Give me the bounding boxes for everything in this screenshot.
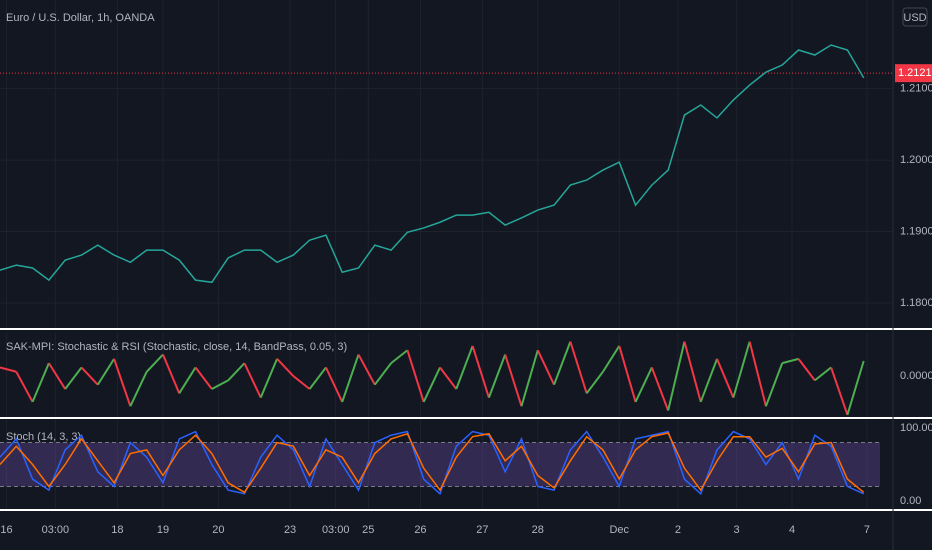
indicator-title: SAK-MPI: Stochastic & RSI (Stochastic, c…	[6, 341, 347, 353]
oscillator-segment	[374, 362, 392, 386]
series-line	[0, 44, 865, 284]
x-tick-label: 27	[476, 524, 488, 536]
y-tick-label: 100.00	[900, 422, 932, 434]
oscillator-segment	[308, 366, 327, 390]
band-fill	[0, 442, 880, 487]
oscillator-segment	[520, 349, 539, 407]
oscillator-segment	[471, 345, 490, 398]
oscillator-segment	[699, 358, 718, 403]
x-tick-label: 23	[284, 524, 296, 536]
y-tick-label: 1.18000	[900, 297, 932, 309]
oscillator-segment	[341, 354, 360, 403]
oscillator-segment	[455, 345, 474, 390]
oscillator-segment	[390, 349, 409, 364]
last-price-box	[895, 64, 932, 83]
y-tick-label: 1.21000	[900, 83, 932, 95]
oscillator-segment	[553, 341, 572, 386]
oscillator-segment	[406, 349, 425, 403]
y-tick-label: 1.20000	[900, 154, 932, 166]
y-tick-label: 0.00	[900, 495, 921, 507]
oscillator-segment	[650, 367, 670, 411]
oscillator-segment	[0, 366, 17, 373]
x-tick-label: 03:00	[322, 524, 350, 536]
oscillator-segment	[797, 358, 816, 381]
oscillator-segment	[667, 341, 686, 411]
oscillator-segment	[276, 358, 295, 377]
oscillator-segment	[325, 367, 344, 403]
oscillator-segment	[129, 371, 148, 407]
oscillator-segment	[211, 379, 229, 390]
oscillator-segment	[846, 360, 865, 416]
oscillator-segment	[227, 362, 246, 382]
symbol-title: Euro / U.S. Dollar, 1h, OANDA	[6, 12, 155, 24]
oscillator-segment	[814, 366, 832, 382]
currency-button[interactable]	[902, 7, 928, 27]
oscillator-segment	[243, 362, 262, 399]
oscillator-segment	[504, 354, 523, 407]
oscillator-segment	[439, 366, 458, 390]
oscillator-segment	[31, 362, 50, 403]
oscillator-segment	[357, 354, 376, 386]
last-price-label: 1.21216	[898, 67, 932, 79]
oscillator-segment	[64, 366, 83, 390]
x-tick-label: 7	[864, 524, 870, 536]
series-line	[0, 432, 865, 494]
oscillator-segment	[145, 353, 164, 373]
oscillator-segment	[96, 358, 115, 386]
oscillator-segment	[634, 367, 653, 403]
oscillator-segment	[748, 341, 767, 407]
oscillator-segment	[602, 345, 621, 373]
oscillator-segment	[683, 341, 702, 403]
y-tick-label: 1.19000	[900, 225, 932, 237]
oscillator-segment	[536, 349, 555, 386]
x-tick-label: 3	[734, 524, 740, 536]
oscillator-segment	[716, 358, 735, 399]
currency[interactable]: USD	[903, 12, 926, 24]
oscillator-segment	[80, 366, 99, 386]
x-tick-label: 20	[212, 524, 224, 536]
x-tick-label: 16	[0, 524, 12, 536]
x-tick-label: 18	[111, 524, 123, 536]
oscillator-segment	[113, 358, 132, 407]
indicator-title: Stoch (14, 3, 3)	[6, 431, 81, 443]
oscillator-segment	[487, 354, 507, 398]
x-tick-label: 25	[362, 524, 374, 536]
oscillator-segment	[162, 354, 181, 394]
x-tick-label: Dec	[609, 524, 629, 536]
oscillator-segment	[292, 375, 311, 390]
series-line	[0, 430, 865, 496]
oscillator-segment	[259, 358, 278, 399]
oscillator-segment	[48, 362, 67, 390]
x-tick-label: 28	[532, 524, 544, 536]
oscillator-segment	[422, 367, 441, 403]
x-tick-label: 19	[157, 524, 169, 536]
x-tick-label: 26	[414, 524, 426, 536]
oscillator-segment	[569, 341, 588, 394]
oscillator-segment	[585, 371, 604, 394]
oscillator-segment	[618, 345, 637, 403]
oscillator-segment	[781, 357, 799, 365]
oscillator-segment	[15, 371, 34, 403]
oscillator-segment	[194, 366, 213, 390]
x-tick-label: 2	[675, 524, 681, 536]
x-tick-label: 4	[789, 524, 795, 536]
oscillator-segment	[764, 362, 784, 407]
oscillator-segment	[732, 341, 751, 398]
oscillator-segment	[830, 367, 849, 416]
x-tick-label: 03:00	[42, 524, 70, 536]
oscillator-segment	[178, 366, 197, 394]
